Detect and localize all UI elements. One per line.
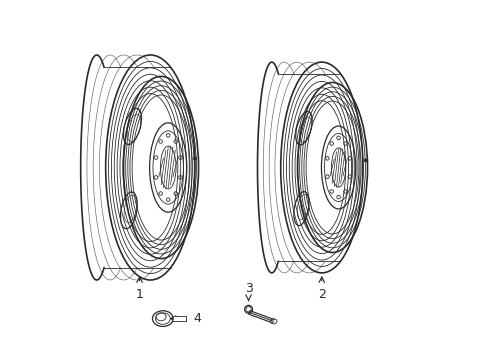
Ellipse shape	[194, 157, 196, 160]
Ellipse shape	[364, 159, 368, 162]
Text: 1: 1	[136, 288, 144, 301]
Text: 4: 4	[193, 312, 201, 325]
Text: 3: 3	[245, 282, 252, 295]
Text: 2: 2	[318, 288, 326, 301]
